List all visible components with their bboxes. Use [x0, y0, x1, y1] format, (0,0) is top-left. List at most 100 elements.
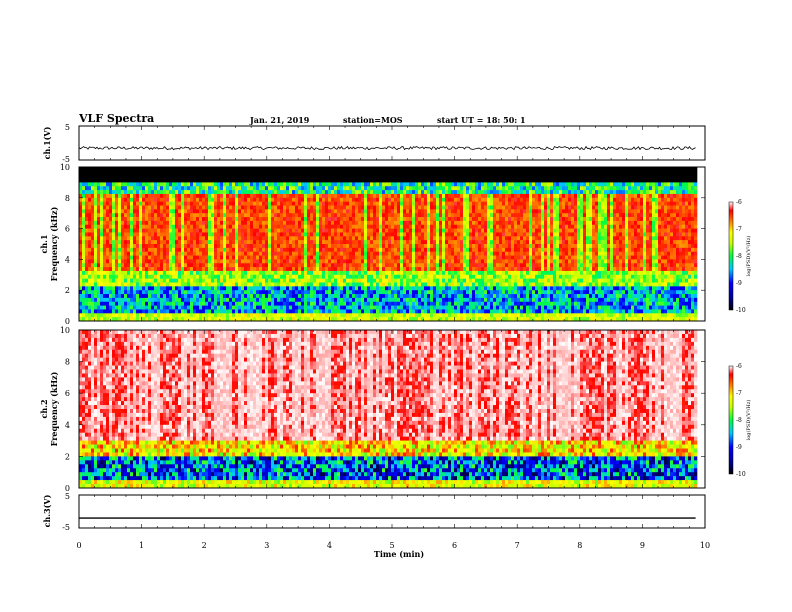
spectrogram-cell [271, 313, 275, 318]
spectrogram-cell [325, 213, 329, 218]
spectrogram-cell [370, 197, 374, 202]
spectrogram-cell [409, 301, 413, 306]
spectrogram-cell [103, 220, 107, 226]
spectrogram-cell [322, 247, 326, 252]
spectrogram-cell [346, 182, 350, 187]
spectrogram-cell [418, 209, 422, 214]
spectrogram-cell [85, 224, 89, 229]
spectrogram-cell [430, 240, 434, 245]
spectrogram-cell [343, 190, 347, 195]
spectrogram-cell [136, 236, 140, 241]
spectrogram-cell [217, 251, 221, 256]
spectrogram-cell [181, 247, 185, 252]
spectrogram-cell [364, 251, 368, 256]
spectrogram-cell [343, 290, 347, 295]
spectrogram-cell [346, 317, 350, 322]
spectrogram-cell [79, 251, 83, 256]
spectrogram-cell [319, 209, 323, 214]
spectrogram-cell [400, 205, 404, 210]
spectrogram-cell [262, 305, 266, 310]
spectrogram-cell [85, 236, 89, 241]
spectrogram-cell [388, 232, 392, 237]
spectrogram-cell [163, 294, 167, 299]
spectrogram-cell [406, 205, 410, 210]
spectrogram-cell [250, 274, 254, 279]
spectrogram-cell [313, 259, 317, 264]
spectrogram-cell [190, 255, 194, 260]
spectrogram-cell [250, 167, 254, 172]
spectrogram-cell [217, 270, 221, 276]
spectrogram-cell [316, 224, 320, 229]
spectrogram-cell [226, 247, 230, 252]
spectrogram-cell [133, 186, 137, 191]
spectrogram-cell [136, 190, 140, 195]
spectrogram-cell [181, 193, 185, 199]
spectrogram-cell [295, 297, 299, 303]
spectrogram-cell [169, 286, 173, 291]
spectrogram-cell [367, 297, 371, 303]
spectrogram-cell [400, 186, 404, 191]
spectrogram-cell [391, 247, 395, 252]
spectrogram-cell [427, 301, 431, 306]
spectrogram-cell [166, 217, 170, 222]
spectrogram-cell [430, 278, 434, 283]
spectrogram-cell [181, 309, 185, 314]
spectrogram-cell [226, 190, 230, 195]
spectrogram-cell [436, 209, 440, 214]
spectrogram-cell [382, 174, 386, 179]
spectrogram-cell [184, 205, 188, 210]
spectrogram-cell [379, 170, 383, 175]
spectrogram-cell [241, 251, 245, 256]
spectrogram-cell [226, 267, 230, 272]
spectrogram-cell [202, 170, 206, 175]
spectrogram-cell [271, 282, 275, 287]
spectrogram-cell [427, 167, 431, 172]
spectrogram-cell [133, 267, 137, 272]
spectrogram-cell [148, 313, 152, 318]
spectrogram-cell [223, 205, 227, 210]
spectrogram-cell [220, 282, 224, 287]
spectrogram-cell [298, 255, 302, 260]
spectrogram-cell [376, 270, 380, 276]
spectrogram-cell [250, 182, 254, 187]
spectrogram-cell [109, 209, 113, 214]
spectrogram-cell [394, 247, 398, 252]
spectrogram-cell [409, 201, 413, 206]
spectrogram-cell [202, 305, 206, 310]
spectrogram-cell [199, 220, 203, 226]
spectrogram-cell [370, 213, 374, 218]
spectrogram-cell [442, 217, 446, 222]
spectrogram-cell [106, 186, 110, 191]
spectrogram-cell [187, 205, 191, 210]
spectrogram-cell [193, 297, 197, 303]
spectrogram-cell [211, 240, 215, 245]
spectrogram-cell [259, 209, 263, 214]
spectrogram-cell [265, 290, 269, 295]
spectrogram-cell [226, 193, 230, 199]
spectrogram-cell [394, 236, 398, 241]
spectrogram-cell [334, 178, 338, 183]
spectrogram-cell [184, 178, 188, 183]
spectrogram-cell [292, 270, 296, 276]
spectrogram-cell [319, 286, 323, 291]
spectrogram-cell [316, 197, 320, 202]
spectrogram-cell [214, 224, 218, 229]
spectrogram-cell [436, 309, 440, 314]
spectrogram-cell [166, 286, 170, 291]
spectrogram-cell [85, 294, 89, 299]
spectrogram-cell [370, 270, 374, 276]
spectrogram-cell [304, 278, 308, 283]
spectrogram-cell [298, 247, 302, 252]
spectrogram-cell [412, 193, 416, 199]
spectrogram-cell [85, 301, 89, 306]
spectrogram-cell [268, 286, 272, 291]
spectrogram-cell [283, 270, 287, 276]
spectrogram-cell [148, 270, 152, 276]
spectrogram-cell [175, 267, 179, 272]
spectrogram-cell [142, 232, 146, 237]
spectrogram-cell [286, 170, 290, 175]
spectrogram-cell [250, 267, 254, 272]
spectrogram-cell [214, 290, 218, 295]
spectrogram-cell [199, 232, 203, 237]
spectrogram-cell [136, 274, 140, 279]
